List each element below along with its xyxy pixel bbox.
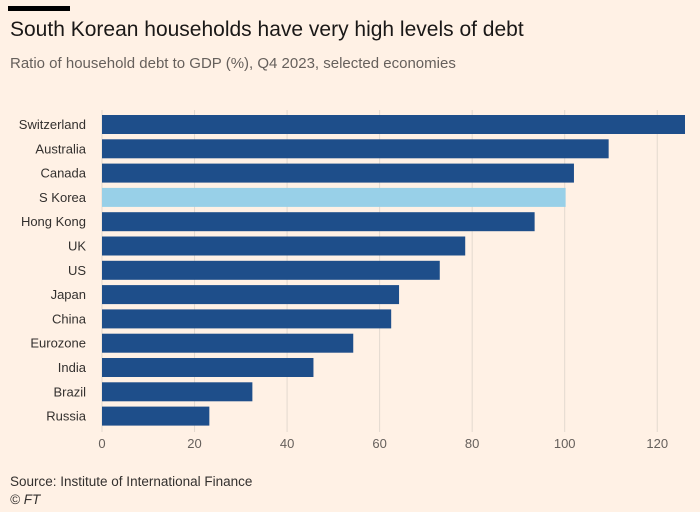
bar-india: [102, 358, 314, 377]
bar-hong-kong: [102, 212, 535, 232]
category-label-india: India: [58, 360, 87, 375]
chart-subtitle: Ratio of household debt to GDP (%), Q4 2…: [10, 55, 456, 72]
bar-eurozone: [102, 333, 354, 353]
bar-china: [102, 309, 392, 329]
category-label-switzerland: Switzerland: [19, 117, 86, 132]
category-label-s-korea: S Korea: [39, 190, 87, 205]
copyright-note: © FT: [10, 492, 41, 507]
category-label-uk: UK: [68, 239, 86, 254]
x-tick-label-80: 80: [465, 436, 479, 451]
bar-uk: [102, 236, 466, 256]
bar-brazil: [102, 382, 253, 402]
x-tick-label-120: 120: [646, 436, 668, 451]
category-label-china: China: [52, 311, 87, 326]
category-label-brazil: Brazil: [53, 384, 86, 399]
bar-japan: [102, 285, 400, 305]
category-label-us: US: [68, 263, 86, 278]
x-tick-label-60: 60: [372, 436, 386, 451]
x-tick-label-100: 100: [554, 436, 576, 451]
bar-canada: [102, 163, 574, 183]
x-tick-label-0: 0: [98, 436, 105, 451]
top-rule: [8, 6, 70, 11]
x-tick-label-20: 20: [187, 436, 201, 451]
bar-russia: [102, 406, 210, 426]
bar-switzerland: [102, 115, 685, 134]
category-label-eurozone: Eurozone: [30, 336, 86, 351]
category-label-japan: Japan: [51, 287, 86, 302]
bar-s-korea: [102, 187, 566, 207]
category-label-canada: Canada: [40, 166, 86, 181]
category-label-russia: Russia: [46, 409, 87, 424]
bar-chart: Switzerland Australia Canada S Korea Hong Ko…: [19, 110, 685, 451]
category-label-hong-kong: Hong Kong: [21, 214, 86, 229]
x-tick-label-40: 40: [280, 436, 294, 451]
source-note: Source: Institute of International Finan…: [10, 474, 253, 489]
bar-australia: [102, 139, 609, 159]
bar-us: [102, 260, 440, 280]
chart-title: South Korean households have very high l…: [10, 18, 524, 41]
category-label-australia: Australia: [35, 141, 86, 156]
